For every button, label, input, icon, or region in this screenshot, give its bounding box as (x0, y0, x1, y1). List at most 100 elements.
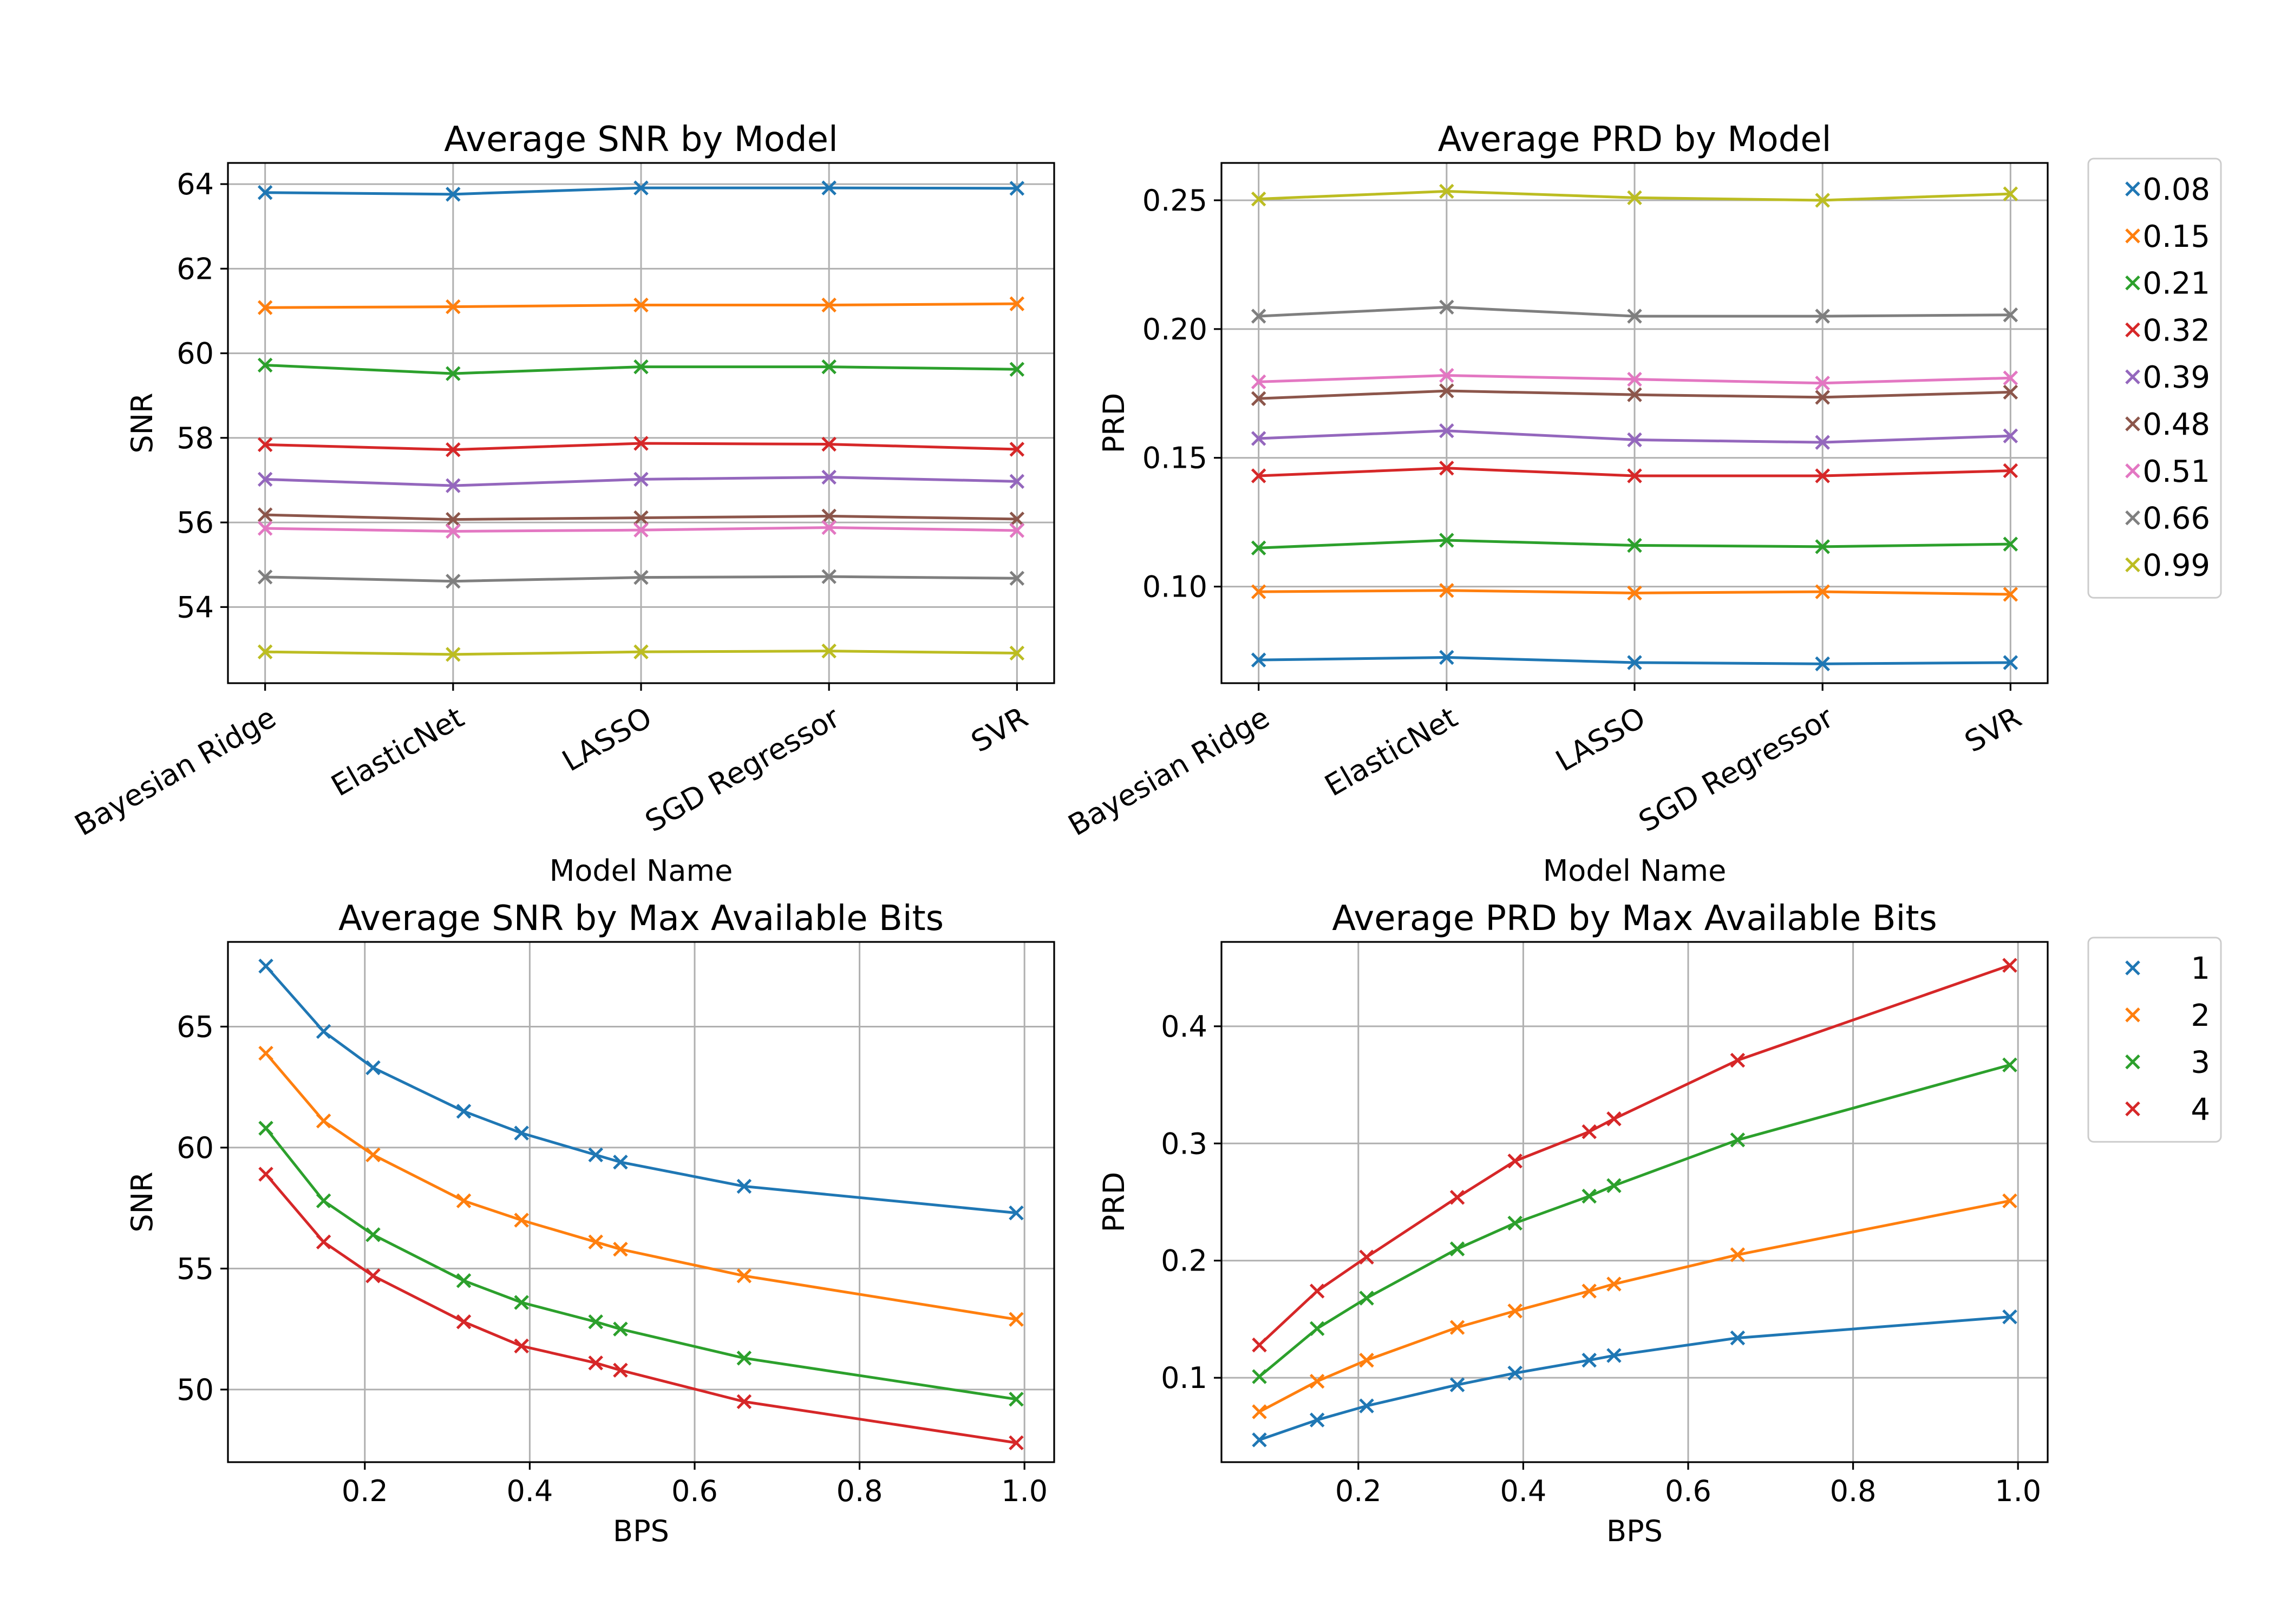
series-0.08 (257, 180, 1025, 202)
data-point (316, 1113, 331, 1129)
data-point (2003, 428, 2018, 444)
data-point (1309, 1284, 1325, 1299)
data-point (257, 507, 273, 522)
series-line (265, 965, 1017, 1215)
data-point (1009, 474, 1025, 489)
y-tick-label: 0.2 (1161, 1244, 1207, 1278)
data-point (1815, 584, 1830, 599)
data-point (365, 1268, 381, 1284)
data-point (1251, 431, 1266, 446)
data-point (1815, 375, 1830, 391)
data-point (2002, 1309, 2017, 1325)
data-point (1009, 523, 1025, 538)
data-point (1449, 1320, 1465, 1335)
legend-marker (2125, 463, 2140, 479)
x-tick-label: 0.8 (1830, 1474, 1877, 1508)
data-point (1251, 540, 1266, 556)
data-point (1439, 423, 1454, 438)
x-tick-label: 0.6 (671, 1474, 718, 1508)
series-0.48 (1251, 383, 2018, 407)
data-point (1252, 1432, 1267, 1448)
data-point (821, 469, 837, 485)
data-point (1730, 1132, 1746, 1148)
data-point (1627, 538, 1642, 553)
data-point (821, 520, 837, 535)
y-axis-label: SNR (125, 1171, 159, 1232)
x-tick-label: 0.2 (1335, 1474, 1382, 1508)
series-3 (1252, 1057, 2017, 1384)
data-point (1627, 387, 1642, 402)
series-0.51 (257, 520, 1025, 539)
legend-marker (2125, 1054, 2140, 1070)
legend-marker (2125, 228, 2140, 244)
series-0.08 (1251, 650, 2018, 672)
legend: 0.08 0.15 0.21 0.32 0.39 0.48 0.51 0.66 0.99 (2087, 158, 2222, 599)
data-point (446, 187, 461, 202)
data-point (365, 1147, 381, 1163)
x-tick-label: Bayesian Ridge (69, 700, 282, 842)
data-point (633, 359, 649, 375)
data-point (1359, 1398, 1374, 1413)
data-point (1815, 468, 1830, 483)
data-point (633, 522, 649, 538)
data-point (1627, 655, 1642, 670)
data-point (1606, 1348, 1622, 1363)
data-point (257, 437, 273, 453)
data-point (2003, 307, 2018, 323)
data-point (257, 185, 273, 200)
data-point (1009, 296, 1025, 311)
data-point (821, 569, 837, 584)
x-tick-label: LASSO (557, 700, 658, 778)
data-point (1251, 391, 1266, 407)
legend-marker (2125, 416, 2140, 431)
data-point (1449, 1241, 1465, 1256)
legend-entry: 0.66 (2142, 501, 2210, 536)
data-point (258, 1045, 273, 1061)
data-point (821, 297, 837, 313)
legend-entry: 0.48 (2142, 407, 2210, 442)
data-point (1251, 309, 1266, 324)
data-point (588, 1234, 604, 1250)
x-tick-label: LASSO (1550, 700, 1651, 778)
series-line (1258, 1199, 2010, 1413)
data-point (1009, 1435, 1024, 1451)
data-point (514, 1338, 529, 1354)
data-point (1730, 1052, 1746, 1068)
series-line (265, 1173, 1017, 1444)
data-point (1606, 1111, 1622, 1127)
axes-frame (227, 941, 1055, 1463)
y-tick-label: 60 (177, 337, 214, 371)
data-point (1815, 193, 1830, 208)
data-point (365, 1060, 381, 1076)
data-point (1627, 432, 1642, 448)
series-2 (1252, 1193, 2017, 1419)
data-point (1359, 1352, 1374, 1368)
legend-marker (2125, 181, 2140, 197)
series-4 (1252, 958, 2017, 1353)
data-point (514, 1213, 529, 1228)
x-tick-label: ElasticNet (325, 700, 469, 803)
data-point (1309, 1321, 1325, 1337)
data-point (1627, 371, 1642, 387)
data-point (1359, 1291, 1374, 1306)
data-point (1009, 1205, 1024, 1221)
series-0.39 (257, 469, 1025, 493)
data-point (316, 1193, 331, 1209)
data-point (2003, 186, 2018, 201)
series-0.66 (1251, 299, 2018, 324)
legend-entry: 3 (2191, 1045, 2210, 1081)
legend-entry: 0.32 (2142, 313, 2210, 348)
chart-title: Average SNR by Model (444, 120, 838, 160)
data-point (1439, 533, 1454, 548)
data-point (1309, 1412, 1325, 1427)
legend-marker (2125, 275, 2140, 291)
data-point (1815, 539, 1830, 554)
data-point (1251, 191, 1266, 207)
legend-entry: 0.39 (2142, 360, 2210, 395)
data-point (1439, 582, 1454, 598)
y-tick-label: 0.4 (1161, 1010, 1207, 1044)
data-point (1439, 184, 1454, 199)
data-point (1815, 656, 1830, 672)
data-point (258, 958, 273, 974)
